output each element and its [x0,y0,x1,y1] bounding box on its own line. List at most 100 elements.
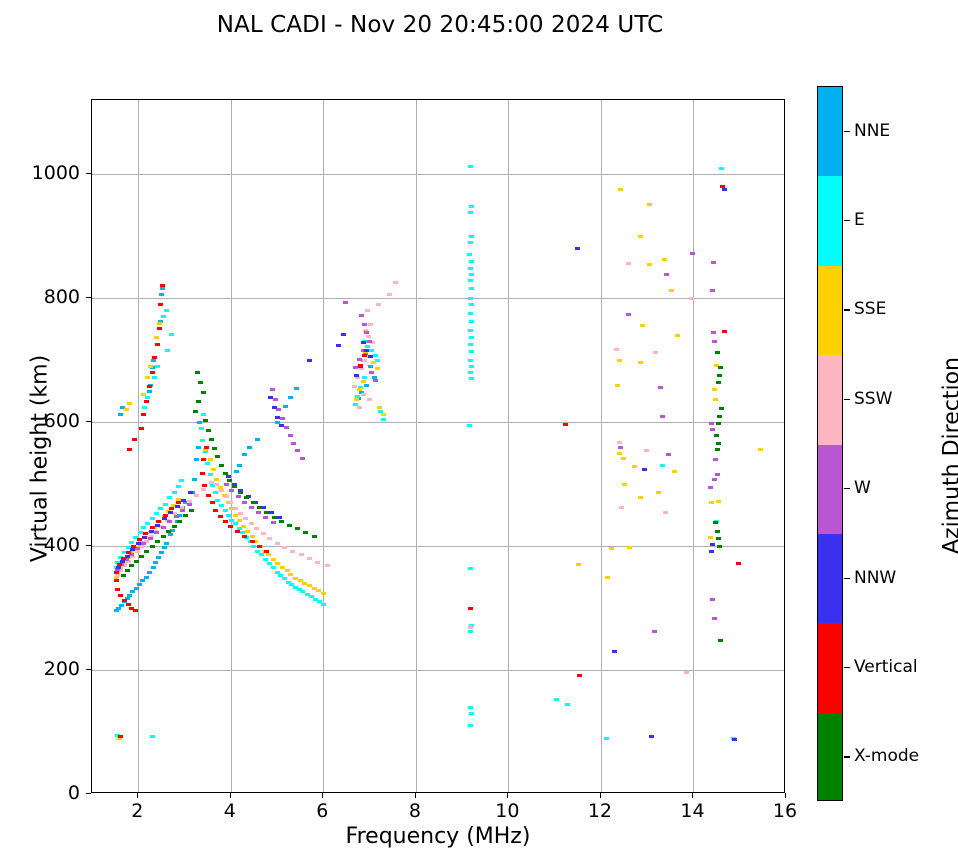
scatter-point [266,553,272,557]
scatter-point [207,457,213,461]
scatter-point [380,418,386,422]
colorbar-label-sse: SSE [854,299,887,320]
scatter-point [138,540,144,544]
scatter-point [143,532,149,536]
scatter-point [268,395,274,399]
scatter-point [368,371,374,375]
scatter-point [646,263,652,267]
scatter-point [554,698,560,702]
scatter-point [616,358,622,362]
scatter-point [146,570,152,574]
scatter-point [118,413,124,417]
scatter-point [468,234,474,238]
scatter-point [170,529,175,533]
scatter-point [144,539,150,543]
scatter-point [272,398,278,402]
scatter-point [129,606,135,610]
scatter-point [638,496,644,500]
colorbar-label-ssw: SSW [854,388,893,409]
scatter-point [293,585,299,589]
scatter-point [467,279,473,283]
scatter-point [468,320,474,324]
scatter-point [186,500,192,504]
scatter-point [708,501,714,505]
scatter-point [120,406,126,410]
scatter-point [179,506,185,510]
gridline-horizontal [92,298,784,300]
scatter-point [306,557,312,561]
scatter-point [236,527,242,531]
scatter-point [363,329,369,332]
scatter-point [160,526,166,530]
scatter-point [210,467,216,471]
scatter-point [356,405,362,409]
scatter-point [274,570,280,574]
gridline-vertical [415,100,417,792]
scatter-point [204,445,210,449]
scatter-point [237,491,243,495]
scatter-point [653,351,659,355]
scatter-point [361,353,367,357]
scatter-point [354,398,360,402]
scatter-point [118,735,124,739]
scatter-point [124,554,130,558]
x-tick-label: 14 [680,800,705,822]
scatter-point [617,445,623,449]
scatter-point [293,576,299,580]
scatter-point [288,395,294,399]
scatter-point [206,429,212,433]
scatter-point [255,438,261,442]
scatter-point [708,549,714,553]
scatter-point [710,597,716,601]
scatter-point [357,363,363,367]
colorbar-tick-mark [844,666,850,669]
scatter-point [156,519,162,523]
scatter-point [208,438,214,442]
scatter-point [374,367,380,371]
scatter-point [149,735,155,739]
gridline-vertical [600,100,602,792]
colorbar-tick-mark [844,577,850,579]
scatter-point [320,591,326,595]
scatter-point [115,733,121,737]
scatter-point [121,550,127,554]
scatter-point [155,539,161,543]
colorbar-label-vertical: Vertical [854,656,918,677]
y-tick-mark [86,669,91,671]
scatter-point [152,356,158,360]
scatter-point [187,491,193,495]
scatter-point [467,241,473,245]
scatter-point [219,488,225,492]
scatter-point [238,488,244,492]
scatter-point [308,595,314,599]
scatter-point [195,399,201,403]
scatter-point [360,379,366,383]
x-tick-label: 12 [587,800,613,822]
scatter-point [302,581,308,585]
scatter-point [668,289,674,293]
scatter-point [157,326,163,330]
x-tick-mark [322,793,324,798]
scatter-point [171,491,177,495]
scatter-point [161,517,167,521]
x-tick-label: 6 [316,800,329,822]
scatter-point [145,395,151,399]
scatter-point [288,573,294,577]
y-tick-label: 400 [43,534,80,557]
scatter-point [113,579,119,583]
scatter-point [119,603,125,607]
scatter-point [124,597,130,601]
scatter-point [241,524,247,528]
scatter-point [274,542,280,546]
scatter-point [228,501,234,505]
scatter-point [286,523,292,527]
scatter-point [175,501,181,505]
colorbar-label-nne: NNE [854,120,891,141]
scatter-point [151,358,157,362]
scatter-point [358,390,364,394]
scatter-point [244,496,250,500]
scatter-point [718,407,724,411]
scatter-point [232,485,237,489]
scatter-point [208,481,214,485]
y-tick-label: 800 [43,286,80,309]
